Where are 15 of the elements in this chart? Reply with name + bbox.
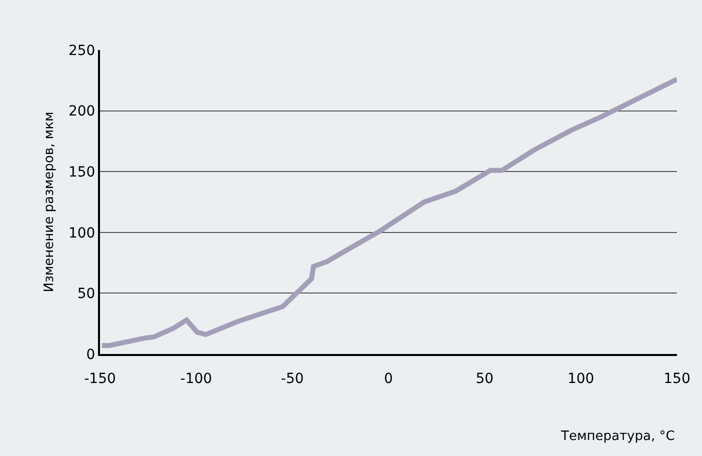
x-axis-title: Температура, °С (560, 429, 675, 444)
x-tick-label: 100 (567, 370, 594, 387)
x-tick-label: -50 (280, 370, 304, 387)
y-tick-label: 200 (68, 104, 96, 120)
x-tick-label: -100 (180, 370, 212, 387)
x-tick-label: 50 (476, 370, 494, 387)
y-tick-label: 50 (77, 286, 96, 302)
y-axis-title: Изменение размеров, мкм (42, 112, 57, 292)
y-tick-label: 100 (68, 225, 96, 242)
y-tick-label: 0 (86, 346, 96, 363)
x-tick-label: -150 (84, 370, 116, 387)
x-tick-label: 150 (664, 370, 690, 387)
x-tick-label: 0 (384, 370, 393, 387)
y-tick-label: 150 (68, 164, 96, 180)
y-tick-label: 250 (68, 42, 96, 59)
